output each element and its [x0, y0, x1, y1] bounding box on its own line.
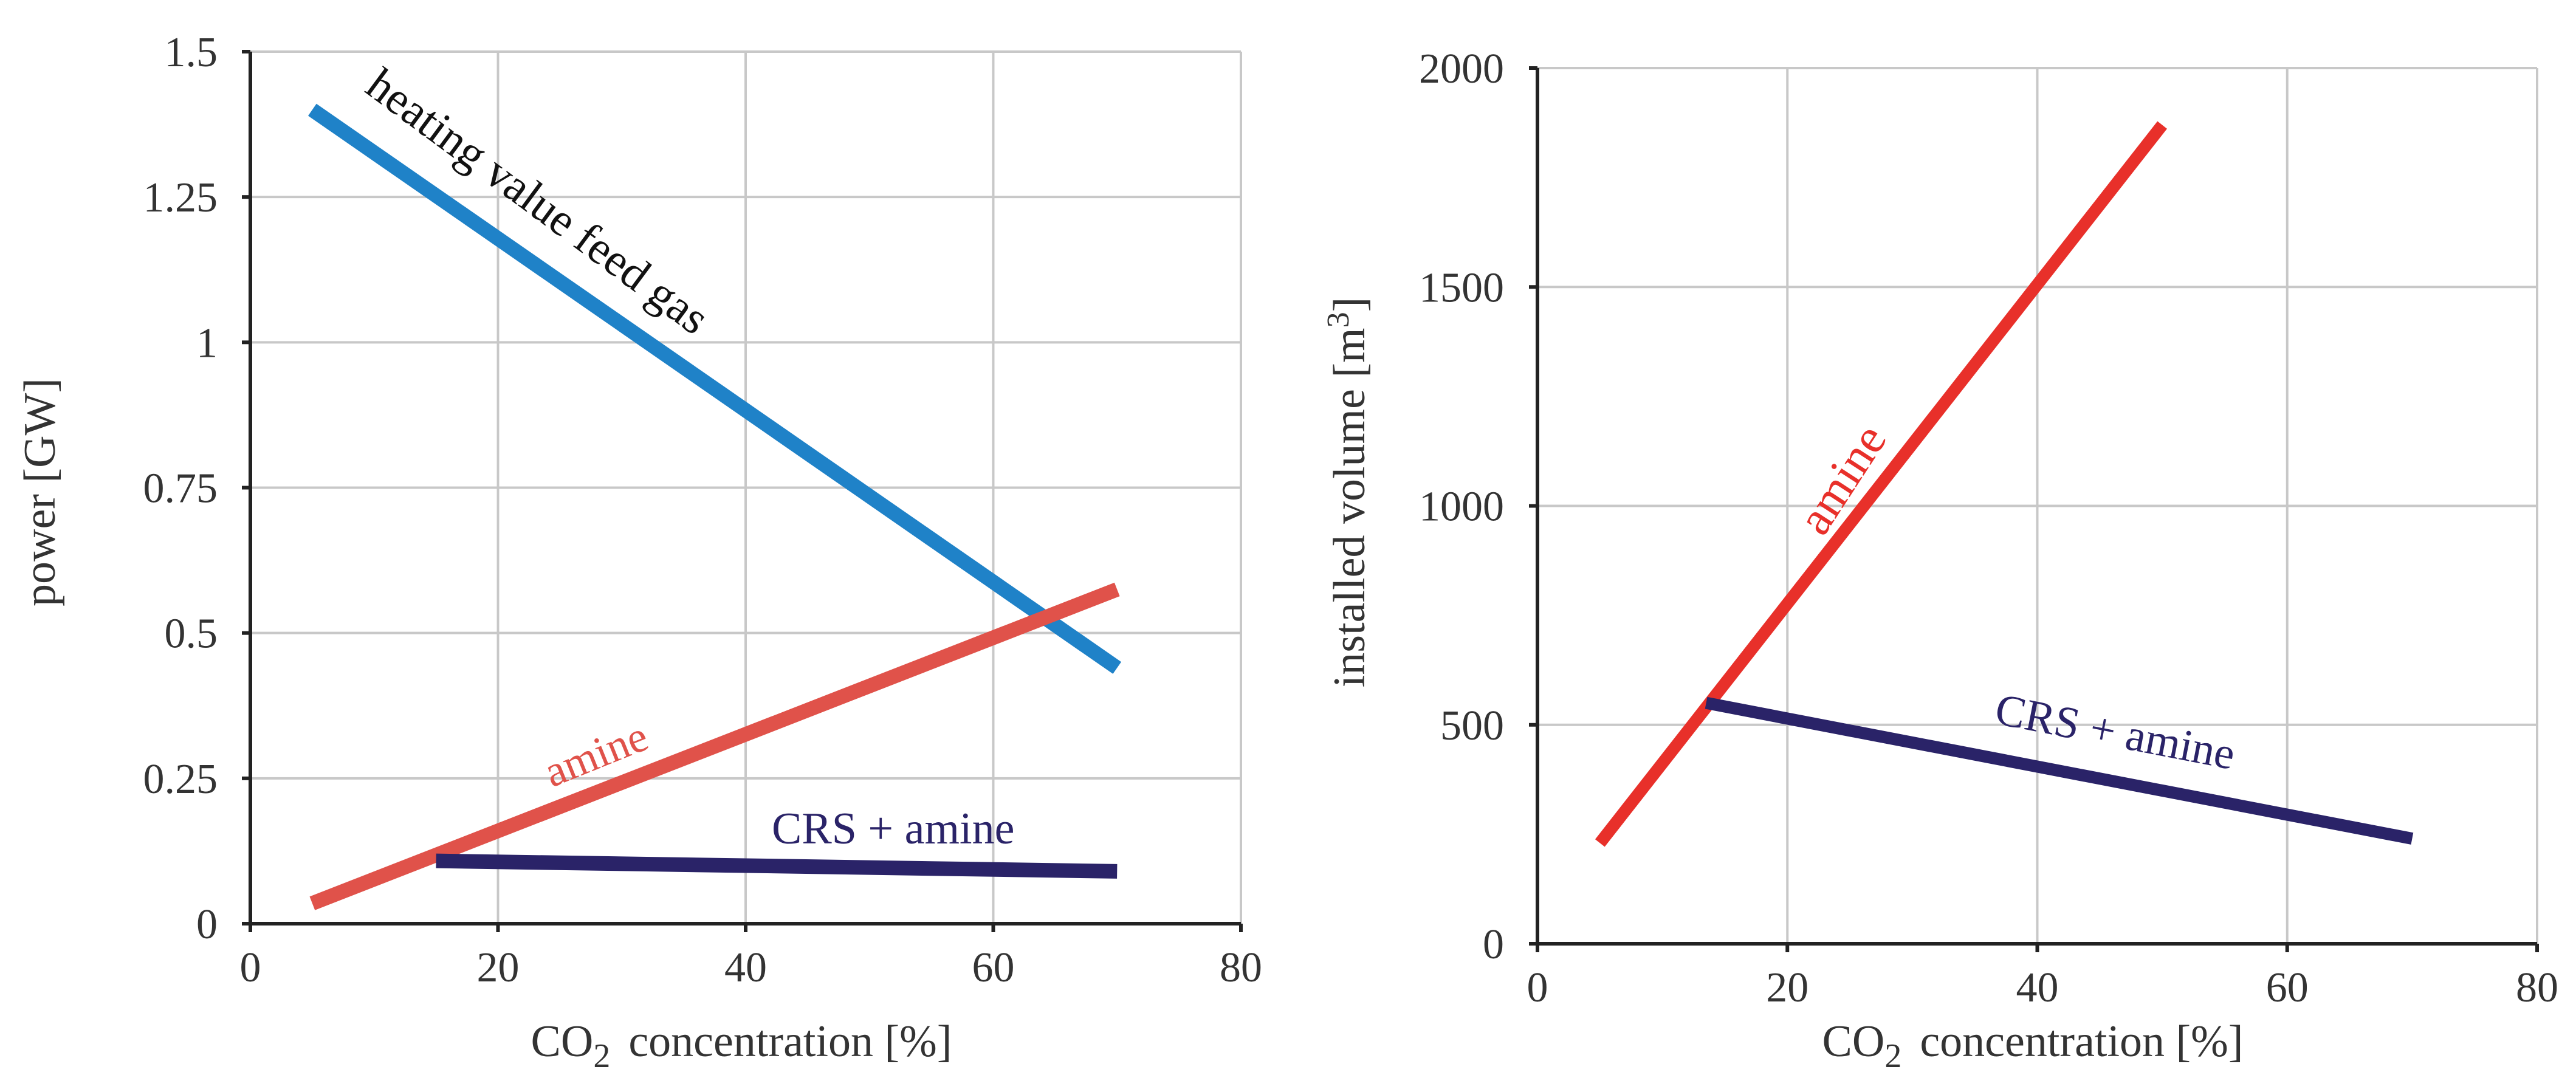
x-tick-label: 60: [972, 944, 1015, 991]
volume-chart-axes: [1529, 66, 2539, 952]
y-tick-label: 0: [1483, 921, 1504, 968]
volume-chart-y-ticks: 0 500 1000 1500 2000: [1419, 46, 1504, 968]
series-line-amine: [1595, 121, 2168, 847]
power-chart-y-axis-label: power [GW]: [15, 378, 65, 606]
series-line-amine: [309, 582, 1120, 910]
x-tick-label: 80: [1220, 944, 1262, 991]
volume-chart-lines: [1595, 121, 2414, 847]
y-tick-label: 500: [1440, 702, 1504, 749]
y-tick-label: 0.75: [143, 465, 218, 512]
x-tick-label: 20: [477, 944, 520, 991]
y-tick-label: 0.5: [165, 611, 218, 658]
x-tick-label: 0: [240, 944, 261, 991]
y-tick-label: 1500: [1419, 264, 1504, 311]
y-tick-label: 1: [196, 320, 218, 366]
series-label-heating-value-feed-gas: heating value feed gas: [357, 58, 718, 344]
series-line-heating-value-feed-gas: [308, 103, 1122, 674]
x-tick-label: 40: [724, 944, 767, 991]
x-tick-label: 60: [2266, 964, 2309, 1011]
power-chart-lines: [308, 103, 1122, 910]
power-chart: 0 20 40 60 80 0 0.25 0.5 0.75 1 1.25 1.5…: [15, 29, 1262, 1075]
x-tick-label: 20: [1766, 964, 1808, 1011]
x-tick-label: 0: [1527, 964, 1548, 1011]
series-line-crs-amine: [1705, 696, 2414, 845]
y-tick-label: 0: [196, 901, 218, 948]
series-label-crs-amine: CRS + amine: [772, 804, 1014, 854]
x-tick-label: 80: [2516, 964, 2558, 1011]
y-tick-label: 1.5: [165, 29, 218, 76]
volume-chart-x-ticks: 0 20 40 60 80: [1527, 964, 2559, 1011]
series-line-crs-amine: [436, 853, 1118, 879]
y-tick-label: 1.25: [143, 174, 218, 221]
volume-chart-y-axis-label: installed volume [m3]: [1321, 297, 1375, 688]
power-chart-y-ticks: 0 0.25 0.5 0.75 1 1.25 1.5: [143, 29, 218, 948]
volume-chart: 0 20 40 60 80 0 500 1000 1500 2000 insta…: [1321, 46, 2558, 1075]
y-tick-label: 0.25: [143, 756, 218, 803]
volume-chart-grid: [1537, 67, 2538, 944]
power-chart-x-axis-label: CO2 concentration [%]: [531, 1017, 952, 1075]
x-tick-label: 40: [2016, 964, 2059, 1011]
power-chart-axes: [242, 50, 1243, 932]
y-tick-label: 2000: [1419, 46, 1504, 92]
power-chart-grid: [250, 50, 1242, 924]
volume-chart-x-axis-label: CO2 concentration [%]: [1822, 1017, 2244, 1075]
y-tick-label: 1000: [1419, 484, 1504, 531]
power-chart-x-ticks: 0 20 40 60 80: [240, 944, 1263, 991]
